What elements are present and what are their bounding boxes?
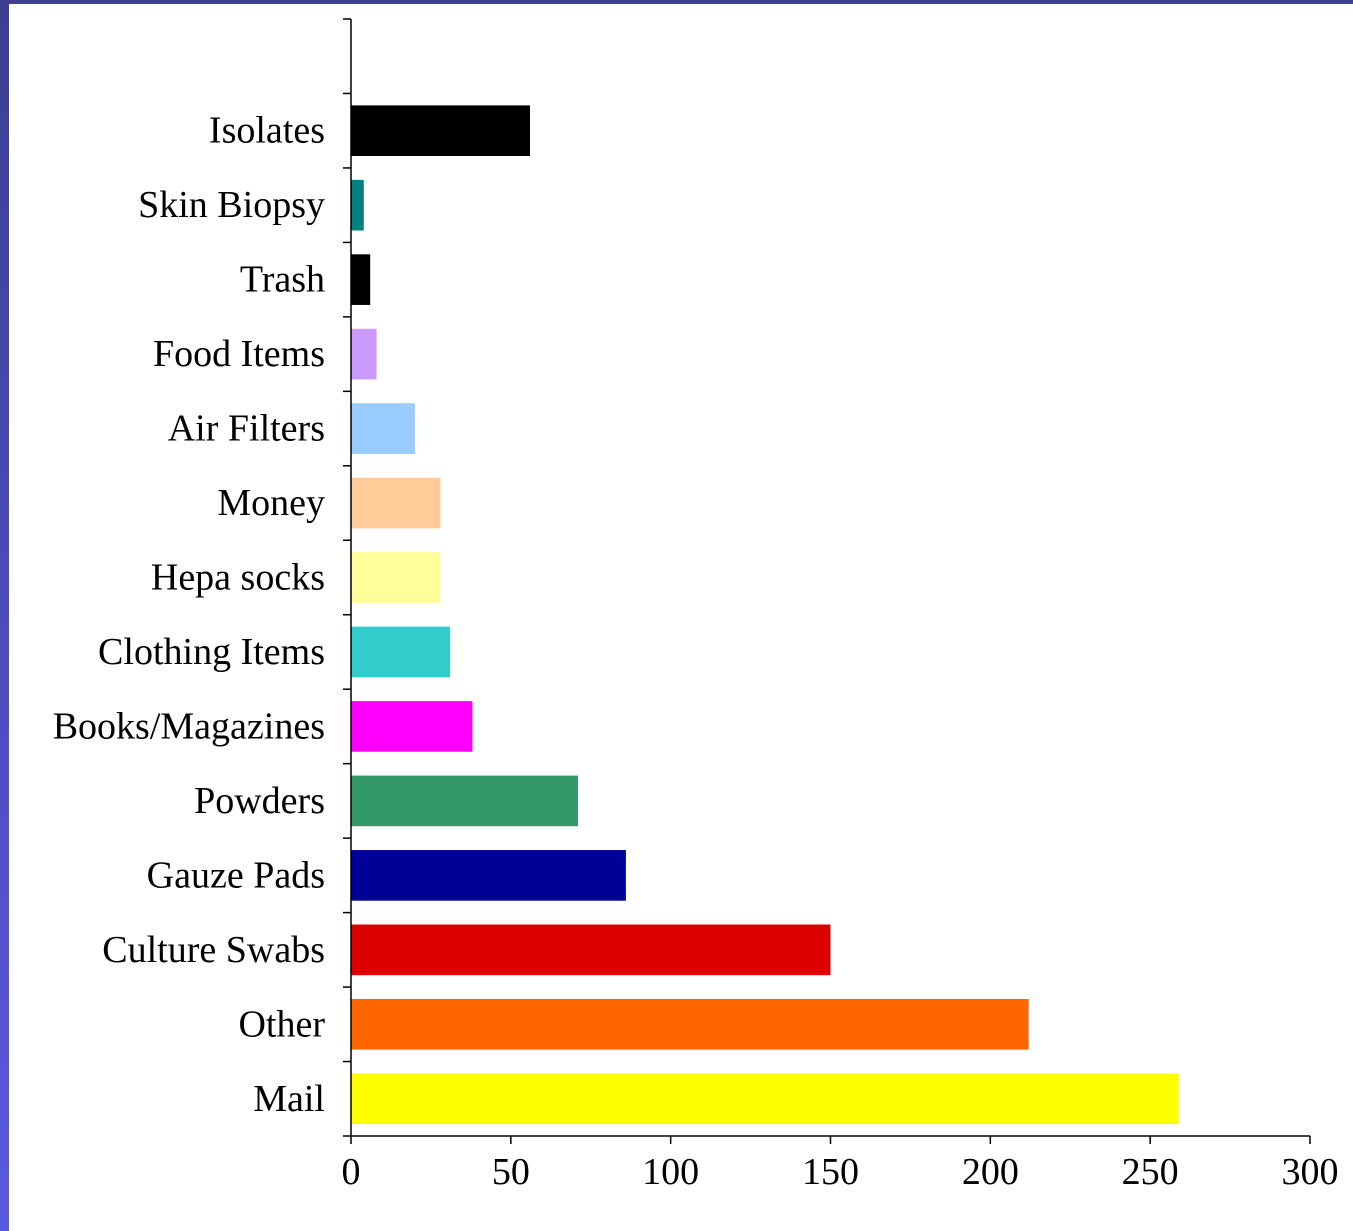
bar-air-filters bbox=[351, 403, 415, 454]
bar-powders bbox=[351, 775, 578, 827]
category-label: Other bbox=[238, 1003, 325, 1045]
bar-gauze-pads bbox=[351, 850, 626, 901]
category-label: Powders bbox=[194, 780, 325, 822]
bar-mail bbox=[351, 1073, 1179, 1125]
bar-money bbox=[351, 477, 441, 529]
slide-top-border bbox=[0, 0, 1353, 4]
category-label: Skin Biopsy bbox=[138, 184, 325, 226]
category-label: Books/Magazines bbox=[53, 705, 325, 747]
bar-food-items bbox=[351, 328, 377, 380]
bar-isolates bbox=[351, 105, 531, 157]
bar-skin-biopsy bbox=[351, 179, 364, 231]
category-label: Culture Swabs bbox=[102, 929, 325, 971]
x-tick-label: 250 bbox=[1122, 1151, 1179, 1193]
category-label: Hepa socks bbox=[151, 557, 325, 599]
category-label: Air Filters bbox=[168, 408, 325, 450]
category-label: Gauze Pads bbox=[147, 854, 325, 896]
x-tick-label: 100 bbox=[642, 1151, 699, 1193]
category-label: Food Items bbox=[153, 333, 325, 375]
category-label: Mail bbox=[253, 1078, 325, 1120]
x-tick-label: 150 bbox=[802, 1151, 859, 1193]
bar-trash bbox=[351, 254, 371, 305]
category-label: Isolates bbox=[209, 110, 325, 152]
axes-group bbox=[343, 18, 1311, 1144]
bar-hepa-socks bbox=[351, 552, 441, 603]
category-label: Money bbox=[217, 482, 325, 524]
bars-group bbox=[351, 105, 1179, 1125]
bar-clothing-items bbox=[351, 626, 451, 678]
bar-books-magazines bbox=[351, 701, 473, 752]
x-tick-label: 300 bbox=[1282, 1151, 1339, 1193]
category-label: Trash bbox=[240, 259, 325, 301]
labels-group: Isolates Skin Biopsy Trash Food Items Air Fi… bbox=[53, 110, 1339, 1193]
bar-other bbox=[351, 998, 1029, 1050]
slide-left-border bbox=[0, 0, 9, 1231]
x-tick-label: 0 bbox=[342, 1151, 361, 1193]
x-tick-label: 200 bbox=[962, 1151, 1019, 1193]
bar-culture-swabs bbox=[351, 924, 831, 976]
category-label: Clothing Items bbox=[98, 631, 325, 673]
x-tick-label: 50 bbox=[492, 1151, 530, 1193]
